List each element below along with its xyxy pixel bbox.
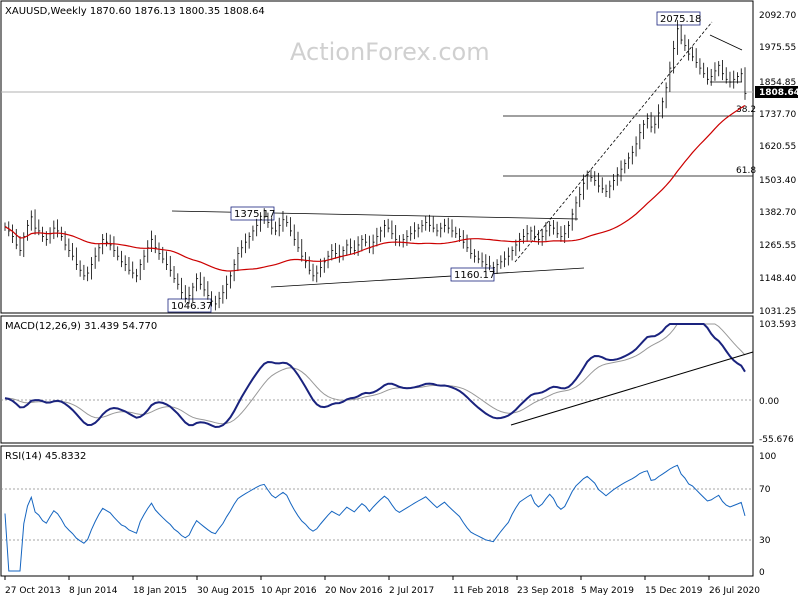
macd-y-tick: 0.00 [759, 397, 779, 407]
current-price-label: 1808.64 [759, 88, 800, 98]
current-price-tag: 1808.64 [1, 86, 800, 98]
x-tick-label: 18 Jan 2015 [133, 586, 187, 596]
macd-header: MACD(12,26,9) 31.439 54.770 [5, 321, 157, 332]
rsi-header: RSI(14) 45.8332 [5, 451, 86, 462]
x-tick-label: 8 Jun 2014 [69, 586, 118, 596]
annotation-high: 2075.18 [660, 14, 701, 25]
x-tick-label: 20 Nov 2016 [325, 586, 383, 596]
price-y-tick: 2092.70 [759, 11, 796, 21]
price-y-tick: 1382.70 [759, 208, 796, 218]
macd-signal-line [4, 323, 746, 425]
macd-panel-frame [0, 315, 754, 444]
x-tick-label: 23 Sep 2018 [517, 586, 574, 596]
price-y-tick: 1620.55 [759, 142, 796, 152]
rsi-y-tick: 100 [759, 452, 776, 462]
fib-61-label: 61.8 [736, 166, 756, 176]
annotation-1375: 1375.17 [234, 209, 275, 220]
x-tick-label: 30 Aug 2015 [197, 586, 255, 596]
x-tick-label: 10 Apr 2016 [261, 586, 317, 596]
rsi-y-axis: 100 70 30 0 [759, 452, 776, 578]
annotation-box-1046 [167, 298, 212, 313]
macd-line [4, 323, 746, 429]
projection-dashed-line [514, 21, 713, 263]
rsi-line [4, 464, 746, 572]
price-y-tick: 1265.55 [759, 241, 796, 251]
price-annotations: 2075.18 1375.17 1160.17 1046.37 38.2 61.… [167, 11, 756, 313]
x-tick-label: 15 Dec 2019 [645, 586, 703, 596]
annotation-box-high [656, 11, 701, 26]
candles-group [4, 20, 747, 311]
moving-average-line [4, 104, 746, 272]
x-tick-label: 5 May 2019 [581, 586, 634, 596]
price-y-tick: 1975.55 [759, 43, 796, 53]
price-y-tick: 1854.85 [759, 78, 796, 88]
x-tick-label: 27 Oct 2013 [5, 586, 61, 596]
price-panel-frame [0, 0, 754, 314]
price-header: XAUUSD,Weekly 1870.60 1876.13 1800.35 18… [5, 6, 265, 17]
rsi-y-tick: 0 [759, 568, 765, 578]
watermark: ActionForex.com [290, 38, 490, 66]
price-y-tick: 1503.40 [759, 176, 796, 186]
annotation-box-1375 [230, 206, 275, 221]
lower-channel-line [270, 267, 585, 288]
price-y-tick: 1737.70 [759, 110, 796, 120]
x-tick-label: 11 Feb 2018 [453, 586, 509, 596]
annotation-box-1160 [450, 267, 495, 282]
x-tick-label: 2 Jul 2017 [389, 586, 434, 596]
price-y-axis: 2092.70 1975.55 1854.85 1737.70 1620.55 … [759, 11, 796, 317]
triangle-top-line [709, 34, 743, 51]
current-price-box [755, 86, 798, 98]
annotation-1160: 1160.17 [454, 270, 495, 281]
fib-38-label: 38.2 [736, 105, 756, 115]
macd-y-tick: 103.593 [759, 320, 796, 330]
rsi-y-tick: 30 [759, 536, 771, 546]
price-y-tick: 1031.25 [759, 307, 796, 317]
x-tick-label: 26 Jul 2020 [709, 586, 760, 596]
rsi-panel-frame [0, 445, 754, 577]
macd-y-axis: 103.593 0.00 -55.676 [759, 320, 796, 445]
macd-y-tick: -55.676 [759, 435, 794, 445]
price-y-tick: 1148.40 [759, 274, 796, 284]
x-axis: 27 Oct 2013 8 Jun 2014 18 Jan 2015 30 Aug 2… [4, 576, 760, 596]
macd-trendline [510, 351, 754, 426]
annotation-1046: 1046.37 [171, 301, 212, 312]
rsi-y-tick: 70 [759, 485, 771, 495]
